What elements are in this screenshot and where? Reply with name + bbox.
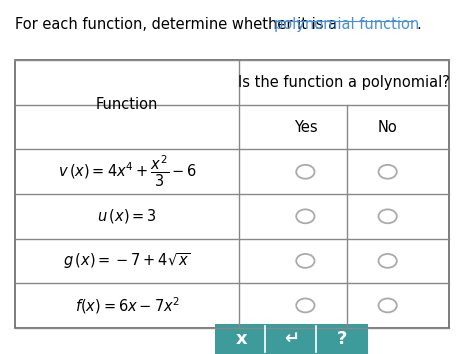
Text: $u\,(x) = 3$: $u\,(x) = 3$: [97, 207, 157, 225]
Text: $g\,(x) = -7 + 4\sqrt{x}$: $g\,(x) = -7 + 4\sqrt{x}$: [63, 251, 191, 271]
Text: Function: Function: [96, 97, 158, 113]
Text: polynomial function: polynomial function: [274, 17, 419, 32]
FancyBboxPatch shape: [215, 324, 268, 354]
FancyBboxPatch shape: [265, 324, 318, 354]
FancyBboxPatch shape: [316, 324, 368, 354]
Text: Yes: Yes: [293, 120, 317, 135]
Text: No: No: [378, 120, 398, 135]
Text: $v\,(x) = 4x^4 + \dfrac{x^2}{3} - 6$: $v\,(x) = 4x^4 + \dfrac{x^2}{3} - 6$: [57, 154, 197, 189]
Text: ↵: ↵: [284, 330, 299, 348]
Text: Is the function a polynomial?: Is the function a polynomial?: [238, 75, 450, 90]
Text: ?: ?: [337, 330, 347, 348]
Text: .: .: [417, 17, 421, 32]
Text: $f(x) = 6x - 7x^2$: $f(x) = 6x - 7x^2$: [74, 295, 180, 316]
Text: x: x: [236, 330, 247, 348]
Text: For each function, determine whether it is a: For each function, determine whether it …: [15, 17, 342, 32]
